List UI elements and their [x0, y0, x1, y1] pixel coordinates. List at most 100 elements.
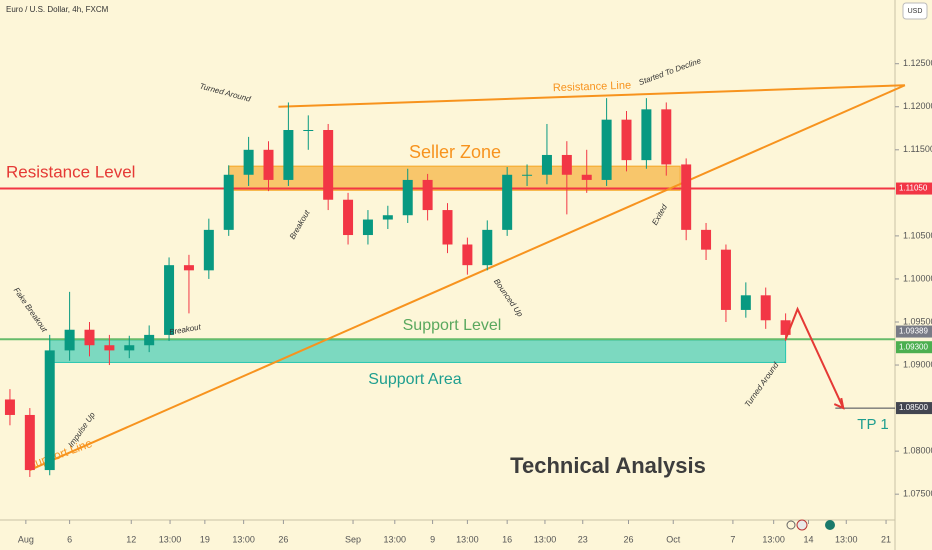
x-tick-label: 26	[278, 534, 288, 544]
x-tick-label: 13:00	[762, 534, 785, 544]
price-tag-label: 1.09300	[899, 342, 928, 351]
candle-body	[4, 399, 15, 415]
x-tick-label: 26	[623, 534, 633, 544]
candle-body	[581, 174, 592, 180]
y-tick-label: 1.12500	[903, 58, 932, 68]
level-label: Support Level	[403, 317, 502, 334]
candle-body	[541, 154, 552, 175]
x-tick-label: 21	[881, 534, 891, 544]
candle-body	[223, 174, 234, 230]
candle-body	[343, 199, 354, 236]
candle-body	[402, 179, 413, 216]
y-tick-label: 1.08000	[903, 446, 932, 456]
currency: USD	[908, 8, 923, 15]
candle-body	[362, 219, 373, 236]
icon	[796, 519, 808, 531]
candle-body	[720, 249, 731, 310]
zone-label: Support Area	[368, 371, 462, 388]
zone-label: Seller Zone	[409, 142, 501, 162]
candle-body	[641, 109, 652, 161]
candle-body	[144, 334, 155, 346]
y-tick-label: 1.09000	[903, 359, 932, 369]
candle-body	[64, 329, 75, 351]
candle-body	[740, 295, 751, 310]
trendline-label: Resistance Line	[553, 80, 632, 95]
price-tag	[896, 325, 932, 338]
candle-body	[561, 154, 572, 175]
level-label: Resistance Level	[6, 162, 135, 181]
chart-title: Euro / U.S. Dollar, 4h, FXCM	[6, 5, 109, 14]
x-tick-label: Sep	[345, 534, 361, 544]
projection-arrowhead	[833, 397, 845, 410]
x-tick-label: 7	[730, 534, 735, 544]
x-tick-label: Aug	[18, 534, 34, 544]
candle-body	[183, 265, 194, 271]
x-tick-label: 13:00	[456, 534, 479, 544]
icon	[786, 520, 796, 530]
x-tick-label: 19	[200, 534, 210, 544]
x-tick-label: 13:00	[384, 534, 407, 544]
candle-body	[323, 130, 334, 200]
price-tag-label: 1.11050	[899, 184, 928, 193]
price-tag-label: 1.08500	[899, 403, 928, 412]
icon	[825, 520, 835, 530]
y-tick-label: 1.10000	[903, 273, 932, 283]
candle-body	[283, 130, 294, 180]
trendline	[278, 84, 905, 108]
candle-body	[522, 174, 533, 176]
y-tick-label: 1.07500	[903, 489, 932, 499]
candle-body	[263, 149, 274, 180]
zone	[228, 165, 681, 191]
x-tick-label: 13:00	[534, 534, 557, 544]
candle-body	[203, 229, 214, 271]
x-tick-label: 13:00	[232, 534, 255, 544]
candle-body	[382, 215, 393, 220]
candle-body	[24, 414, 35, 471]
candle-body	[780, 320, 791, 335]
candle-body	[422, 179, 433, 211]
candle-body	[621, 119, 632, 161]
price-tag	[896, 341, 932, 354]
x-tick-label: Oct	[666, 534, 681, 544]
price-tag	[896, 182, 932, 195]
candle-body	[243, 149, 254, 175]
y-tick-label: 1.11500	[903, 144, 932, 154]
candle-body	[760, 295, 771, 321]
projection	[784, 306, 845, 409]
x-tick-label: 6	[67, 534, 72, 544]
candle-body	[482, 229, 493, 266]
headline: Technical Analysis	[510, 453, 706, 478]
candle-body	[104, 345, 115, 351]
candle-body	[44, 350, 55, 471]
currency-box	[902, 2, 928, 20]
candle-body	[601, 119, 612, 180]
y-tick-label: 1.10500	[903, 230, 932, 240]
x-tick-label: 16	[502, 534, 512, 544]
trendline	[29, 84, 906, 471]
price-tag-label: 1.09389	[899, 327, 928, 336]
candle-body	[164, 265, 175, 335]
level-label: TP 1	[857, 416, 888, 433]
candle-body	[442, 210, 453, 245]
zone	[49, 339, 787, 363]
candle-body	[462, 244, 473, 266]
footer-icons	[786, 519, 835, 531]
y-tick-label: 1.09500	[903, 316, 932, 326]
candle-body	[661, 109, 672, 165]
price-tag	[896, 402, 932, 415]
x-tick-label: 23	[578, 534, 588, 544]
x-tick-label: 13:00	[835, 534, 858, 544]
x-tick-label: 13:00	[159, 534, 182, 544]
y-tick-label: 1.12000	[903, 101, 932, 111]
candle-body	[681, 164, 692, 230]
x-tick-label: 9	[430, 534, 435, 544]
candle-body	[502, 174, 513, 230]
x-tick-label: 12	[126, 534, 136, 544]
candle-body	[701, 229, 712, 250]
candle-body	[84, 329, 95, 346]
candle-body	[303, 130, 314, 131]
candle-body	[124, 345, 135, 351]
x-tick-label: 14	[803, 534, 813, 544]
